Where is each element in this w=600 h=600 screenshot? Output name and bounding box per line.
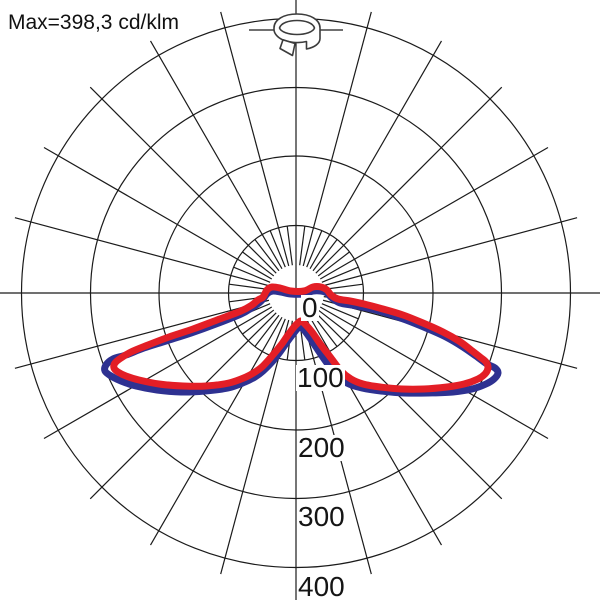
radial-tick-400: 400 (297, 571, 346, 600)
icon-band-opening (278, 19, 316, 36)
intensity-curve-c0 (110, 283, 492, 393)
radial-tick-100: 100 (296, 362, 345, 393)
icon-arrow-tip (279, 39, 296, 57)
radial-tick-0: 0 (301, 292, 319, 323)
radial-tick-200: 200 (297, 432, 346, 463)
max-intensity-label: Max=398,3 cd/klm (8, 11, 179, 34)
luminaire-rotation-icon (249, 13, 343, 57)
radial-tick-300: 300 (297, 501, 346, 532)
